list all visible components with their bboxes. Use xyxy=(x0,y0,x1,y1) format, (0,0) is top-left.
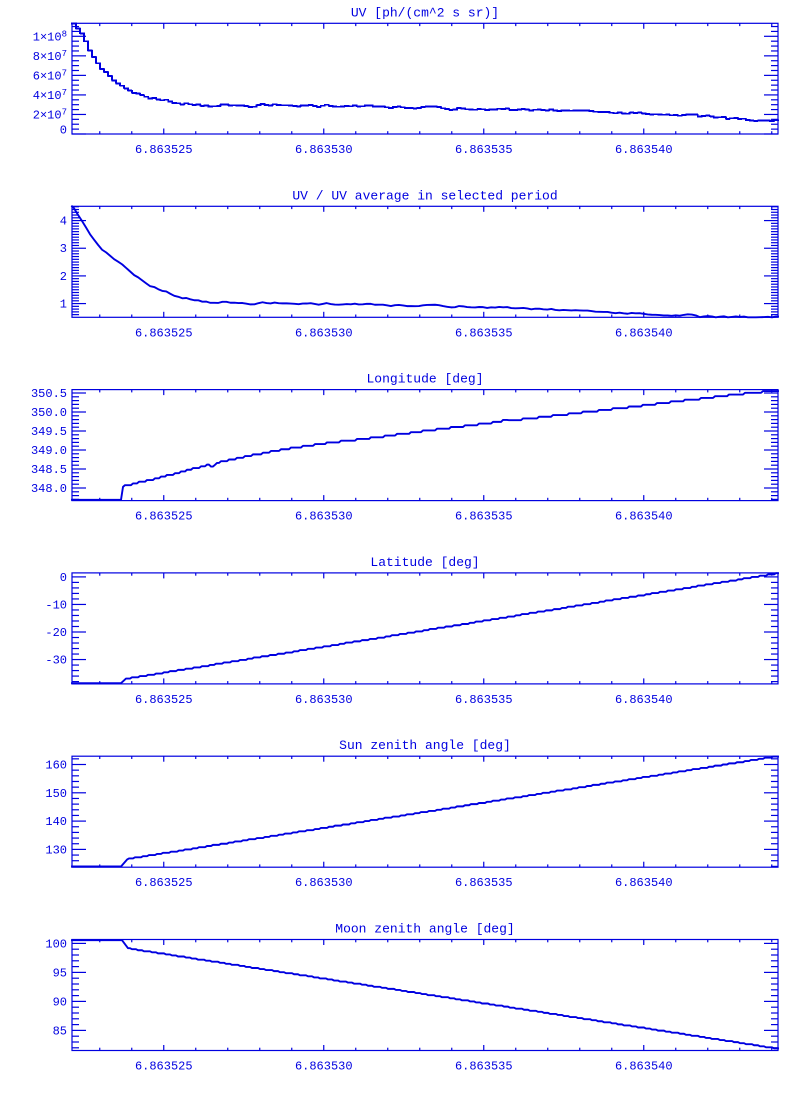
svg-text:0: 0 xyxy=(60,571,67,585)
svg-text:2: 2 xyxy=(60,270,67,284)
svg-text:6.863535: 6.863535 xyxy=(455,143,513,157)
svg-text:6.863525: 6.863525 xyxy=(135,1060,193,1074)
svg-text:0: 0 xyxy=(60,124,67,138)
svg-text:6.863525: 6.863525 xyxy=(135,693,193,707)
svg-text:6.863540: 6.863540 xyxy=(615,876,673,890)
svg-text:349.5: 349.5 xyxy=(31,425,67,439)
svg-text:6.863530: 6.863530 xyxy=(295,693,353,707)
svg-text:4: 4 xyxy=(60,215,67,229)
svg-text:350.5: 350.5 xyxy=(31,387,67,401)
svg-text:Sun zenith angle [deg]: Sun zenith angle [deg] xyxy=(339,738,511,753)
svg-text:90: 90 xyxy=(53,995,67,1009)
svg-text:6.863540: 6.863540 xyxy=(615,510,673,524)
svg-text:100: 100 xyxy=(45,937,67,951)
svg-text:-10: -10 xyxy=(45,598,67,612)
svg-text:6.863535: 6.863535 xyxy=(455,1060,513,1074)
svg-text:UV / UV average in selected pe: UV / UV average in selected period xyxy=(292,188,557,203)
svg-text:8×107: 8×107 xyxy=(33,49,67,64)
svg-text:-30: -30 xyxy=(45,654,67,668)
svg-text:6.863540: 6.863540 xyxy=(615,693,673,707)
svg-text:6.863530: 6.863530 xyxy=(295,510,353,524)
svg-text:6.863525: 6.863525 xyxy=(135,143,193,157)
svg-text:6×107: 6×107 xyxy=(33,68,67,83)
svg-text:6.863535: 6.863535 xyxy=(455,693,513,707)
svg-text:6.863530: 6.863530 xyxy=(295,876,353,890)
svg-text:348.0: 348.0 xyxy=(31,482,67,496)
svg-text:6.863540: 6.863540 xyxy=(615,326,673,340)
svg-text:1×108: 1×108 xyxy=(33,29,67,44)
svg-text:85: 85 xyxy=(53,1024,67,1038)
svg-text:-20: -20 xyxy=(45,626,67,640)
svg-text:Latitude [deg]: Latitude [deg] xyxy=(370,555,479,570)
svg-text:2×107: 2×107 xyxy=(33,108,67,123)
svg-text:UV [ph/(cm^2 s sr)]: UV [ph/(cm^2 s sr)] xyxy=(351,5,499,20)
svg-text:Longitude [deg]: Longitude [deg] xyxy=(366,372,483,387)
svg-text:140: 140 xyxy=(45,815,67,829)
svg-text:6.863525: 6.863525 xyxy=(135,876,193,890)
svg-text:6.863535: 6.863535 xyxy=(455,510,513,524)
svg-text:6.863540: 6.863540 xyxy=(615,1060,673,1074)
svg-text:6.863540: 6.863540 xyxy=(615,143,673,157)
svg-text:130: 130 xyxy=(45,843,67,857)
svg-text:6.863525: 6.863525 xyxy=(135,326,193,340)
svg-text:6.863530: 6.863530 xyxy=(295,326,353,340)
svg-text:6.863535: 6.863535 xyxy=(455,876,513,890)
svg-text:349.0: 349.0 xyxy=(31,444,67,458)
svg-text:348.5: 348.5 xyxy=(31,463,67,477)
svg-text:3: 3 xyxy=(60,242,67,256)
svg-text:Moon zenith angle [deg]: Moon zenith angle [deg] xyxy=(335,922,514,937)
svg-text:1: 1 xyxy=(60,298,67,312)
svg-text:160: 160 xyxy=(45,759,67,773)
svg-text:150: 150 xyxy=(45,787,67,801)
svg-text:6.863530: 6.863530 xyxy=(295,143,353,157)
svg-text:6.863535: 6.863535 xyxy=(455,326,513,340)
svg-text:6.863525: 6.863525 xyxy=(135,510,193,524)
svg-text:6.863530: 6.863530 xyxy=(295,1060,353,1074)
svg-text:4×107: 4×107 xyxy=(33,88,67,103)
svg-text:95: 95 xyxy=(53,966,67,980)
svg-text:350.0: 350.0 xyxy=(31,406,67,420)
